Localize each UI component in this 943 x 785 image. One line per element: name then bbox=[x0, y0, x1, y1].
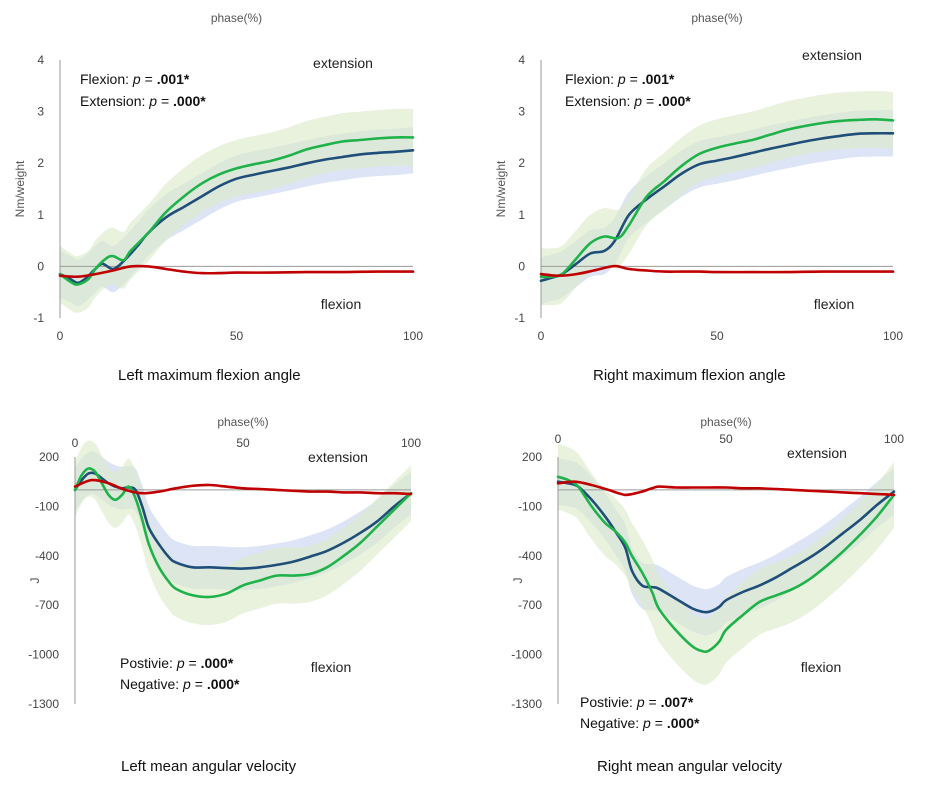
x-tick-label: 50 bbox=[719, 432, 733, 446]
y-tick-label: 2 bbox=[518, 156, 525, 170]
y-axis-label: J bbox=[28, 578, 42, 584]
y-tick-label: 3 bbox=[37, 105, 44, 119]
flexion-label: flexion bbox=[311, 659, 351, 675]
x-axis-label: phase(%) bbox=[217, 415, 268, 429]
y-tick-label: -1 bbox=[33, 311, 44, 325]
stat-annotation: Flexion: p = .001* bbox=[80, 71, 190, 87]
y-tick-label: 3 bbox=[518, 105, 525, 119]
y-tick-label: 4 bbox=[518, 53, 525, 67]
y-tick-label: -1300 bbox=[28, 697, 59, 711]
x-axis-label: phase(%) bbox=[691, 11, 742, 25]
x-tick-label: 50 bbox=[236, 436, 250, 450]
extension-label: extension bbox=[802, 47, 862, 63]
extension-label: extension bbox=[787, 445, 847, 461]
stat-annotation: Negative: p = .000* bbox=[120, 676, 240, 692]
chart-group-left-mean-angular-velocity: phase(%) J 200 -100 -400 -700 -1000 -1300 0 50 100… bbox=[28, 415, 421, 711]
y-tick-label: -1000 bbox=[28, 648, 59, 662]
x-tick-label: 100 bbox=[884, 432, 904, 446]
flexion-label: flexion bbox=[801, 659, 841, 675]
extension-label: extension bbox=[313, 55, 373, 71]
stat-annotation: Flexion: p = .001* bbox=[565, 71, 675, 87]
y-tick-label: 200 bbox=[522, 450, 542, 464]
caption-left-mean-angular-velocity: Left mean angular velocity bbox=[121, 758, 297, 775]
series-band-green bbox=[558, 443, 894, 685]
series-line-blue bbox=[539, 131, 895, 283]
chart-group-left-max-flexion-angle: phase(%) Nm/weight 4 3 2 1 0 -1 0 50 100 extension f… bbox=[13, 11, 423, 343]
stat-annotation: Negative: p = .000* bbox=[580, 715, 700, 731]
series-line-red bbox=[539, 264, 895, 277]
series-band-blue bbox=[541, 110, 893, 305]
series-line-red bbox=[58, 264, 415, 279]
y-tick-label: 200 bbox=[39, 450, 59, 464]
series-line-green bbox=[58, 136, 415, 286]
flexion-label: flexion bbox=[814, 296, 854, 312]
y-tick-label: 2 bbox=[37, 156, 44, 170]
x-tick-label: 50 bbox=[710, 329, 724, 343]
y-tick-label: 4 bbox=[37, 53, 44, 67]
y-tick-label: -700 bbox=[518, 598, 542, 612]
y-tick-label: -1 bbox=[514, 311, 525, 325]
x-axis-label: phase(%) bbox=[211, 11, 262, 25]
stat-annotation: Extension: p = .000* bbox=[565, 93, 691, 109]
y-axis-label: Nm/weight bbox=[13, 160, 27, 217]
x-tick-label: 100 bbox=[403, 329, 423, 343]
y-tick-label: -400 bbox=[518, 549, 542, 563]
series-band-green bbox=[541, 90, 893, 306]
stat-annotation: Postivie: p = .000* bbox=[120, 655, 234, 671]
caption-right-max-flexion-angle: Right maximum flexion angle bbox=[593, 367, 786, 384]
series-line-green bbox=[556, 475, 896, 654]
series-line-blue bbox=[556, 480, 896, 614]
extension-label: extension bbox=[308, 449, 368, 465]
y-tick-label: 0 bbox=[518, 259, 525, 273]
series-line-green bbox=[539, 118, 895, 279]
x-tick-label: 0 bbox=[72, 436, 79, 450]
series-line-red bbox=[73, 478, 413, 496]
y-tick-label: -100 bbox=[518, 499, 542, 513]
series-line-green bbox=[73, 467, 413, 599]
x-tick-label: 0 bbox=[555, 432, 562, 446]
x-tick-label: 100 bbox=[883, 329, 903, 343]
chart-group-right-max-flexion-angle: phase(%) Nm/weight 4 3 2 1 0 -1 0 50 100 extension f… bbox=[494, 11, 903, 343]
flexion-label: flexion bbox=[321, 296, 361, 312]
y-tick-label: 0 bbox=[37, 259, 44, 273]
y-axis-label: Nm/weight bbox=[494, 160, 508, 217]
x-axis-label: phase(%) bbox=[700, 415, 751, 429]
y-tick-label: -1000 bbox=[511, 648, 542, 662]
x-tick-label: 0 bbox=[57, 329, 64, 343]
x-tick-label: 100 bbox=[401, 436, 421, 450]
stat-annotation: Postivie: p = .007* bbox=[580, 694, 694, 710]
y-tick-label: -400 bbox=[35, 549, 59, 563]
chart-group-right-mean-angular-velocity: phase(%) J 200 -100 -400 -700 -1000 -1300 0 50 100… bbox=[511, 415, 904, 731]
y-tick-label: 1 bbox=[37, 208, 44, 222]
caption-right-mean-angular-velocity: Right mean angular velocity bbox=[597, 758, 783, 775]
y-axis-label: J bbox=[511, 578, 525, 584]
y-tick-label: -700 bbox=[35, 598, 59, 612]
stat-annotation: Extension: p = .000* bbox=[80, 93, 206, 109]
x-tick-label: 50 bbox=[230, 329, 244, 343]
y-tick-label: -100 bbox=[35, 499, 59, 513]
y-tick-label: -1300 bbox=[511, 697, 542, 711]
series-band-green bbox=[75, 440, 411, 626]
x-tick-label: 0 bbox=[538, 329, 545, 343]
y-tick-label: 1 bbox=[518, 208, 525, 222]
caption-left-max-flexion-angle: Left maximum flexion angle bbox=[118, 367, 301, 384]
series-line-red bbox=[556, 480, 896, 497]
